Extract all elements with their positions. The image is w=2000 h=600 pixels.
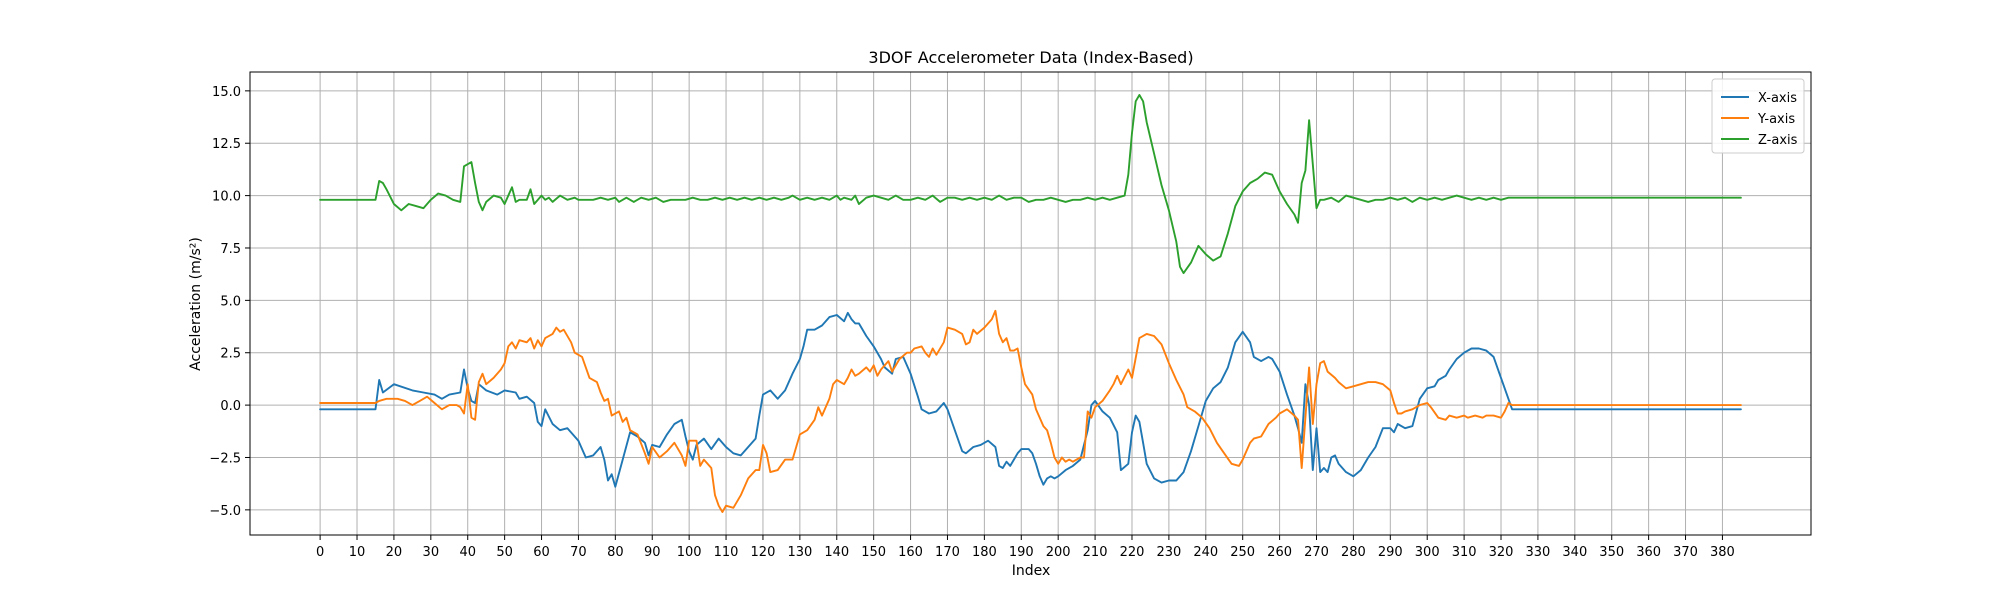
y-tick-label: 12.5 <box>212 137 241 152</box>
x-tick-label: 300 <box>1415 545 1440 560</box>
x-tick-label: 230 <box>1156 545 1181 560</box>
y-tick-label: 10.0 <box>212 190 241 205</box>
x-tick-label: 60 <box>533 545 550 560</box>
plot-frame <box>249 71 1812 536</box>
x-tick-label: 270 <box>1304 545 1329 560</box>
y-tick-label: 5.0 <box>220 294 241 309</box>
x-tick-label: 220 <box>1120 545 1145 560</box>
x-tick-label: 170 <box>935 545 960 560</box>
x-tick-label: 80 <box>607 545 624 560</box>
x-tick-label: 250 <box>1230 545 1255 560</box>
series-line-z-axis <box>319 94 1742 275</box>
x-tick-label: 340 <box>1562 545 1587 560</box>
y-tick-label: −2.5 <box>209 451 241 466</box>
x-axis-ticks: 0 10 20 30 40 50 60 70 80 90 100 110 120 130 140 150 160… <box>316 535 1735 560</box>
x-axis-label: Index <box>1012 563 1051 579</box>
x-tick-label: 350 <box>1599 545 1624 560</box>
x-tick-label: 0 <box>316 545 324 560</box>
x-tick-label: 360 <box>1636 545 1661 560</box>
x-tick-label: 30 <box>423 545 440 560</box>
x-tick-label: 110 <box>714 545 739 560</box>
legend-label-z-axis: Z-axis <box>1758 133 1798 148</box>
x-tick-label: 320 <box>1489 545 1514 560</box>
y-axis-label: Acceleration (m/s²) <box>188 237 204 371</box>
x-tick-label: 290 <box>1378 545 1403 560</box>
series-lines <box>319 94 1742 513</box>
x-tick-label: 310 <box>1452 545 1477 560</box>
x-tick-label: 280 <box>1341 545 1366 560</box>
series-line-y-axis <box>319 309 1742 513</box>
x-tick-label: 260 <box>1267 545 1292 560</box>
x-tick-label: 70 <box>570 545 587 560</box>
y-tick-label: 0.0 <box>220 399 241 414</box>
y-tick-label: 2.5 <box>220 347 241 362</box>
legend-label-y-axis: Y-axis <box>1757 112 1795 127</box>
x-tick-label: 330 <box>1526 545 1551 560</box>
x-tick-label: 40 <box>459 545 476 560</box>
x-tick-label: 90 <box>644 545 661 560</box>
x-tick-label: 240 <box>1193 545 1218 560</box>
x-tick-label: 370 <box>1673 545 1698 560</box>
x-tick-label: 20 <box>386 545 403 560</box>
x-tick-label: 380 <box>1710 545 1735 560</box>
series-line-x-axis <box>319 311 1742 488</box>
y-axis-ticks: −5.0 −2.5 0.0 2.5 5.0 7.5 10.0 12.5 15.0 <box>209 85 250 519</box>
x-tick-label: 120 <box>751 545 776 560</box>
x-tick-label: 160 <box>898 545 923 560</box>
x-tick-label: 100 <box>677 545 702 560</box>
y-tick-label: 7.5 <box>220 242 241 257</box>
x-tick-label: 180 <box>972 545 997 560</box>
x-tick-label: 190 <box>1009 545 1034 560</box>
x-tick-label: 200 <box>1046 545 1071 560</box>
y-tick-label: 15.0 <box>212 85 241 100</box>
x-tick-label: 210 <box>1083 545 1108 560</box>
legend: X-axis Y-axis Z-axis <box>1711 78 1805 154</box>
x-tick-label: 140 <box>824 545 849 560</box>
x-tick-label: 150 <box>861 545 886 560</box>
x-tick-label: 10 <box>349 545 366 560</box>
x-tick-label: 130 <box>787 545 812 560</box>
y-tick-label: −5.0 <box>209 504 241 519</box>
chart-title: 3DOF Accelerometer Data (Index-Based) <box>868 48 1193 67</box>
grid <box>250 72 1811 535</box>
x-tick-label: 50 <box>496 545 513 560</box>
legend-label-x-axis: X-axis <box>1758 91 1797 106</box>
